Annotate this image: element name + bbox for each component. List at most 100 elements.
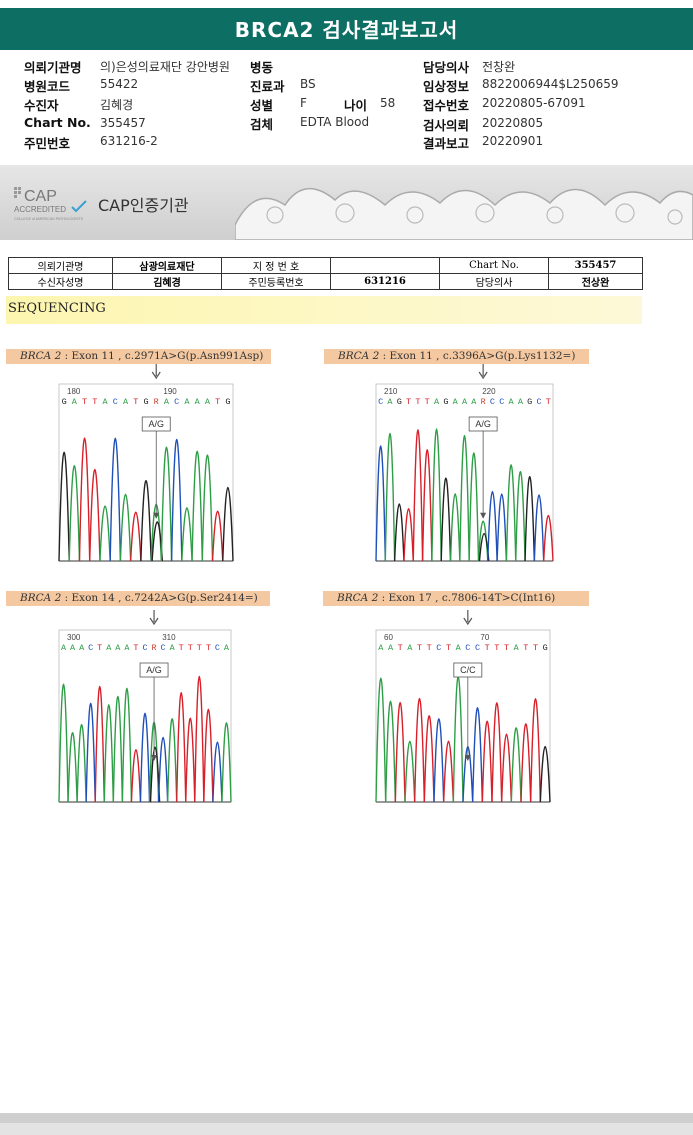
base-call: T [133, 397, 138, 407]
arrow-icon [463, 610, 473, 626]
base-call: A [509, 397, 515, 407]
base-call: G [443, 397, 448, 407]
trace-peak [431, 428, 442, 562]
trace-peak [221, 722, 232, 803]
trace-peak [491, 702, 503, 803]
trace-peak [524, 475, 536, 562]
trace-peak [520, 723, 532, 803]
trace-peak [421, 448, 433, 562]
report-title: BRCA2 검사결과보고서 [0, 8, 693, 48]
trace-peak [160, 446, 173, 562]
trace-peak [68, 465, 81, 562]
trace-peak [413, 698, 426, 803]
receipt-label: 접수번호 [423, 98, 470, 113]
trace-peak [78, 437, 91, 562]
trace-peak [94, 685, 105, 803]
trace-peak [103, 704, 115, 803]
cap-cert-text: CAP인증기관 [98, 196, 189, 215]
doctor-label: 담당의사 [423, 60, 470, 75]
base-call: T [179, 643, 184, 653]
arrowhead-icon [151, 755, 158, 761]
base-call: R [151, 643, 156, 653]
base-call: T [197, 643, 202, 653]
clinical-value: 8822006944$L250659 [482, 77, 619, 91]
base-call: C [161, 643, 166, 653]
variant-label-4: BRCA 2 : Exon 17 , c.7806-14T>C(Int16) [323, 591, 589, 606]
trace-peak [403, 507, 414, 562]
gene-name: BRCA 2 [338, 350, 380, 362]
rrn-label: 주민번호 [24, 136, 71, 151]
base-call: A [378, 643, 384, 653]
trace-peak [404, 741, 416, 803]
base-call: A [205, 397, 211, 407]
patient-label: 수진자 [24, 98, 59, 113]
hospital-code-label: 병원코드 [24, 79, 71, 94]
base-call: T [494, 643, 499, 653]
institution-value: 의)은성의료재단 강안병원 [100, 60, 230, 74]
genotype-call: A/G [148, 419, 164, 429]
base-call: A [224, 643, 230, 653]
base-call: C [113, 397, 118, 407]
trace-peak [468, 452, 480, 562]
receipt-value: 20220805-67091 [482, 96, 586, 110]
dept-label: 진료과 [250, 79, 285, 94]
base-call: C [215, 643, 220, 653]
sequencing-band [6, 296, 642, 324]
trace-peak [58, 451, 70, 562]
ward-label: 병동 [250, 60, 274, 75]
trace-peak [109, 437, 122, 562]
trace-peak [181, 507, 193, 562]
gene-name: BRCA 2 [337, 592, 379, 604]
trace-peak [442, 740, 455, 803]
trace-peak [423, 715, 435, 803]
gene-name: BRCA 2 [20, 592, 62, 604]
base-call: T [206, 643, 211, 653]
position-label: 70 [480, 633, 489, 642]
base-call: C [475, 643, 480, 653]
position-label: 190 [163, 387, 177, 396]
base-call: A [124, 643, 130, 653]
trace-peak [500, 733, 513, 803]
trace-peak [99, 505, 111, 562]
trace-peak [201, 454, 214, 562]
trace-peak [481, 720, 493, 803]
base-call: A [70, 643, 76, 653]
trace-peak [471, 707, 484, 803]
chart-label: Chart No. [24, 115, 91, 130]
base-call: R [481, 397, 486, 407]
trace-peak [533, 494, 545, 562]
table-cell: 355457 [548, 257, 643, 274]
base-call: T [504, 643, 509, 653]
base-call: T [188, 643, 193, 653]
request-label: 검사의뢰 [423, 118, 470, 133]
trace-peak [85, 702, 96, 803]
position-label: 60 [384, 633, 393, 642]
trace-peak [89, 468, 101, 562]
arrowhead-icon [464, 755, 471, 761]
svg-text:CAP: CAP [24, 188, 57, 205]
cap-banner: CAP ACCREDITED COLLEGE of AMERICAN PATHO… [0, 165, 693, 240]
base-call: A [453, 397, 459, 407]
base-call: G [62, 397, 67, 407]
variant-desc: : Exon 11 , c.2971A>G(p.Asn991Asp) [61, 350, 264, 362]
base-call: C [465, 643, 470, 653]
trace-peak [119, 493, 132, 562]
base-call: C [88, 643, 93, 653]
base-call: C [499, 397, 504, 407]
variant-desc: : Exon 17 , c.7806-14T>C(Int16) [378, 592, 556, 604]
base-call: A [115, 643, 121, 653]
trace-peak [194, 676, 205, 803]
base-call: A [106, 643, 112, 653]
sex-label: 성별 [250, 98, 274, 113]
trace-peak [393, 503, 405, 562]
gene-name: BRCA 2 [20, 350, 62, 362]
result-value: 20220901 [482, 134, 544, 148]
trace-peak [112, 695, 124, 803]
genotype-call: A/G [475, 419, 491, 429]
position-label: 300 [67, 633, 81, 642]
base-call: T [133, 643, 138, 653]
base-call: T [406, 397, 411, 407]
base-call: G [543, 643, 548, 653]
base-call: C [142, 643, 147, 653]
